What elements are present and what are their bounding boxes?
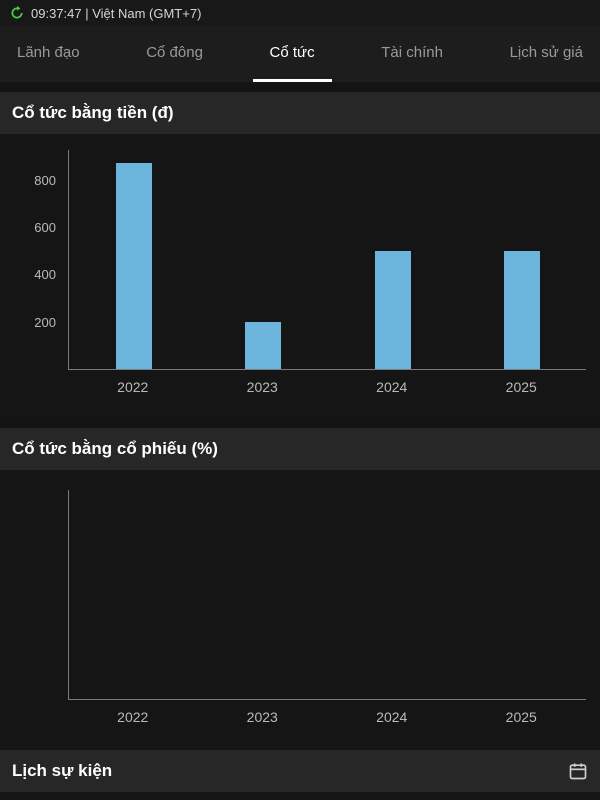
calendar-icon[interactable] — [568, 761, 588, 781]
x-axis-label: 2023 — [246, 709, 278, 725]
bar-2023 — [245, 321, 282, 369]
tab-tai-chinh[interactable]: Tài chính — [381, 44, 443, 61]
x-axis-label: 2024 — [376, 709, 408, 725]
y-axis-tick: 600 — [34, 220, 56, 236]
tab-co-dong[interactable]: Cổ đông — [146, 44, 203, 61]
divider — [0, 418, 600, 428]
bar-2025 — [504, 250, 541, 369]
y-axis-tick: 800 — [34, 172, 56, 188]
stock-dividend-header: Cổ tức bằng cổ phiếu (%) — [0, 428, 600, 470]
cash-dividend-chart: 200 400 600 800 2022 2023 2024 2025 — [0, 134, 600, 418]
tab-lanh-dao[interactable]: Lãnh đạo — [17, 44, 80, 61]
status-time-location: 09:37:47 | Việt Nam (GMT+7) — [31, 5, 202, 21]
bar-2024 — [374, 250, 411, 369]
tab-lich-su-gia[interactable]: Lịch sử giá — [509, 44, 583, 61]
stock-dividend-plot-area — [68, 490, 586, 700]
x-axis-label: 2025 — [505, 709, 537, 725]
x-axis-label: 2025 — [505, 379, 537, 395]
x-axis-label: 2024 — [376, 379, 408, 395]
event-calendar-title: Lịch sự kiện — [12, 761, 113, 780]
cash-dividend-header: Cổ tức bằng tiền (đ) — [0, 92, 600, 134]
y-axis-tick: 200 — [34, 314, 56, 330]
refresh-icon[interactable] — [10, 6, 24, 20]
x-axis-label: 2023 — [246, 379, 278, 395]
divider — [0, 82, 600, 92]
cash-dividend-plot-area — [68, 150, 586, 370]
cash-dividend-title: Cổ tức bằng tiền (đ) — [12, 103, 174, 122]
x-axis-label: 2022 — [117, 709, 149, 725]
status-bar: 09:37:47 | Việt Nam (GMT+7) — [0, 0, 600, 26]
event-calendar-header: Lịch sự kiện — [0, 750, 600, 792]
tab-bar: Lãnh đạo Cổ đông Cổ tức Tài chính Lịch s… — [0, 26, 600, 82]
x-axis-label: 2022 — [117, 379, 149, 395]
stock-dividend-title: Cổ tức bằng cổ phiếu (%) — [12, 439, 218, 458]
bar-2022 — [115, 163, 152, 369]
y-axis-tick: 400 — [34, 267, 56, 283]
stock-dividend-chart: 2022 2023 2024 2025 — [0, 470, 600, 750]
tab-co-tuc[interactable]: Cổ tức — [252, 26, 332, 82]
